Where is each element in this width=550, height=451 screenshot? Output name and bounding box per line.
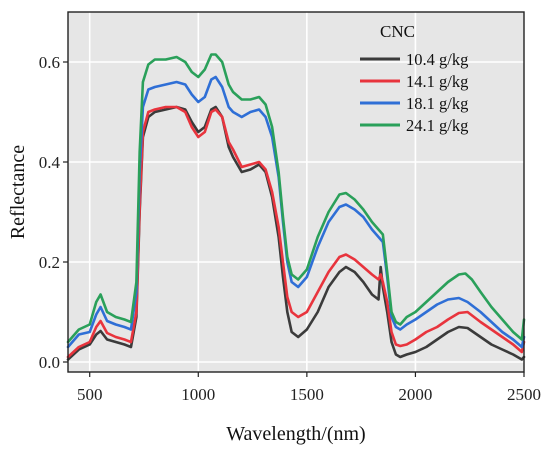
y-tick-label: 0.2 — [39, 253, 60, 272]
y-tick-label: 0.0 — [39, 353, 60, 372]
y-axis-label: Reflectance — [7, 145, 29, 239]
legend-label-3: 24.1 g/kg — [406, 116, 468, 135]
plot-background — [68, 12, 524, 372]
plot-frame — [67, 11, 525, 373]
x-tick-label: 2500 — [507, 385, 541, 404]
series-layer — [66, 53, 526, 361]
legend-label-2: 18.1 g/kg — [406, 94, 468, 113]
grid — [68, 12, 524, 372]
x-tick-label: 500 — [77, 385, 103, 404]
y-tick-label: 0.4 — [39, 153, 61, 172]
series-line-1 — [66, 105, 526, 359]
x-tick-label: 2000 — [398, 385, 432, 404]
axis-ticks: 500 1000 1500 2000 2500 0.0 0.2 0.4 0.6 — [39, 53, 541, 404]
series-line-3 — [66, 53, 526, 344]
legend-label-1: 14.1 g/kg — [406, 72, 468, 91]
legend: CNC 10.4 g/kg 14.1 g/kg 18.1 g/kg 24.1 g/kg — [360, 22, 468, 135]
x-axis-label: Wavelength/(nm) — [226, 423, 365, 445]
legend-title: CNC — [380, 22, 415, 41]
y-tick-label: 0.6 — [39, 53, 60, 72]
x-tick-label: 1000 — [181, 385, 215, 404]
x-tick-label: 1500 — [290, 385, 324, 404]
legend-label-0: 10.4 g/kg — [406, 50, 468, 69]
